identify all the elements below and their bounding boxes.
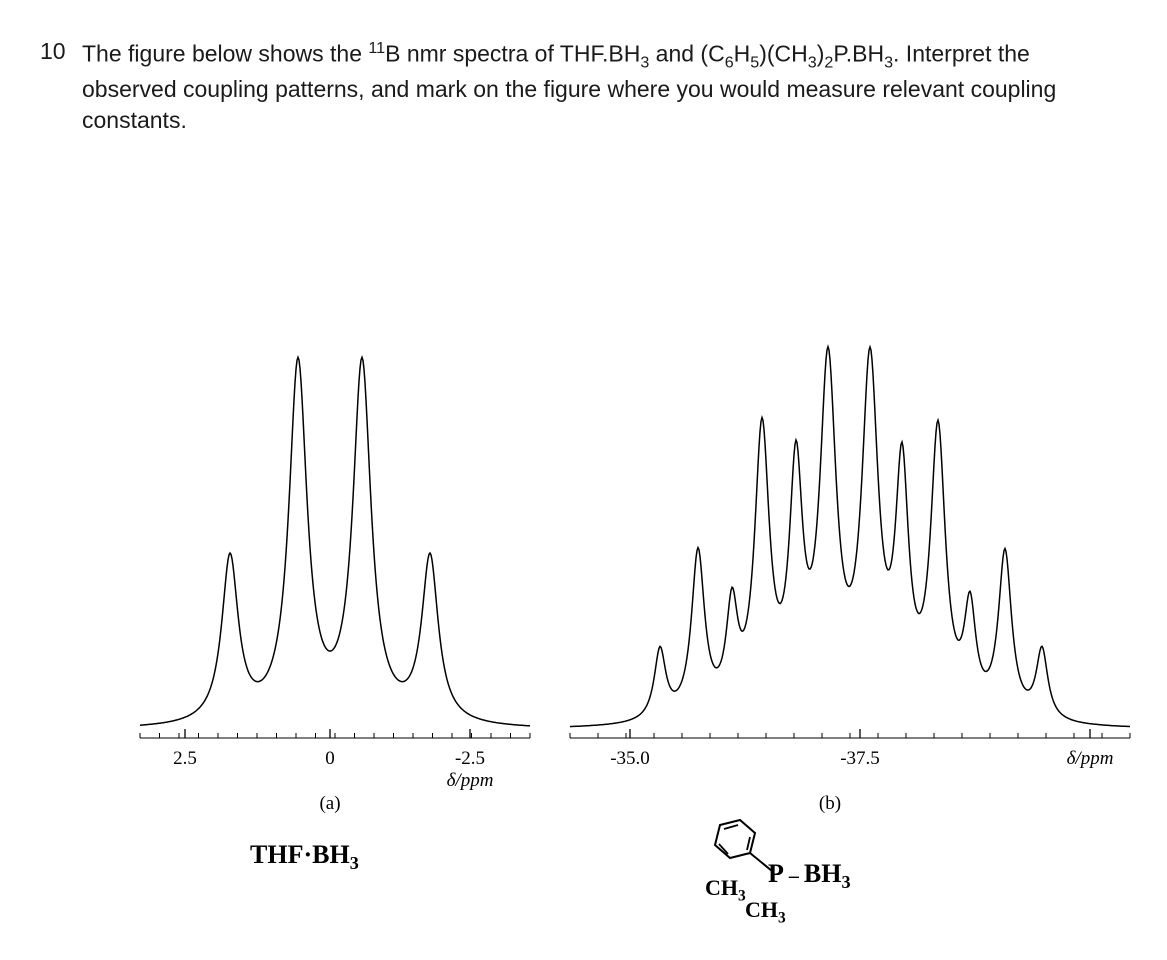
panel-label-a: (a): [319, 793, 340, 815]
handwritten-label-b: P – P — BHBH3 CH3 CH3: [690, 815, 910, 932]
qtext-sub: 5: [750, 53, 759, 71]
hw-text: THF·BH: [250, 840, 350, 869]
qtext-sub: 3: [808, 53, 817, 71]
handwritten-label-a: THF·BH3: [250, 840, 359, 874]
panel-label-b: (b): [819, 793, 841, 815]
axis-tick-a-0: 2.5: [173, 748, 197, 770]
qtext-seg: )(CH: [759, 41, 808, 67]
spectra-container: 2.5 0 -2.5 δ/ppm (a) -35.0 -37.5 δ/ppm (…: [130, 190, 1140, 840]
question-number: 10: [40, 38, 66, 65]
qtext-seg: P.BH: [833, 41, 884, 67]
spectra-svg: [130, 190, 1140, 840]
qtext-sub: 3: [640, 53, 649, 71]
axis-tick-b-0: -35.0: [610, 748, 650, 770]
qtext-seg: H: [734, 41, 751, 67]
hw-bh3-text: BH: [804, 859, 842, 888]
qtext-seg: The figure below shows the: [82, 41, 368, 67]
qtext-sub: 3: [884, 53, 893, 71]
axis-unit-b: δ/ppm: [1067, 748, 1114, 770]
qtext-sub: 6: [725, 53, 734, 71]
hw-ch3: CH: [705, 875, 738, 900]
hw-sub: 3: [778, 909, 786, 926]
axis-tick-b-1: -37.5: [840, 748, 880, 770]
question-block: 10 The figure below shows the 11B nmr sp…: [40, 38, 1127, 136]
hw-sub: 3: [841, 872, 850, 892]
hw-ch3: CH: [745, 897, 778, 922]
qtext-sup: 11: [368, 39, 385, 57]
qtext-seg: B nmr spectra of THF.BH: [385, 41, 640, 67]
hw-sub: 3: [350, 853, 359, 873]
question-text: The figure below shows the 11B nmr spect…: [82, 38, 1127, 136]
axis-tick-a-1: 0: [325, 748, 335, 770]
axis-tick-a-2: -2.5: [455, 748, 485, 770]
axis-unit-a: δ/ppm: [447, 770, 494, 792]
qtext-seg: and (C: [649, 41, 724, 67]
hw-p: P: [768, 859, 784, 888]
